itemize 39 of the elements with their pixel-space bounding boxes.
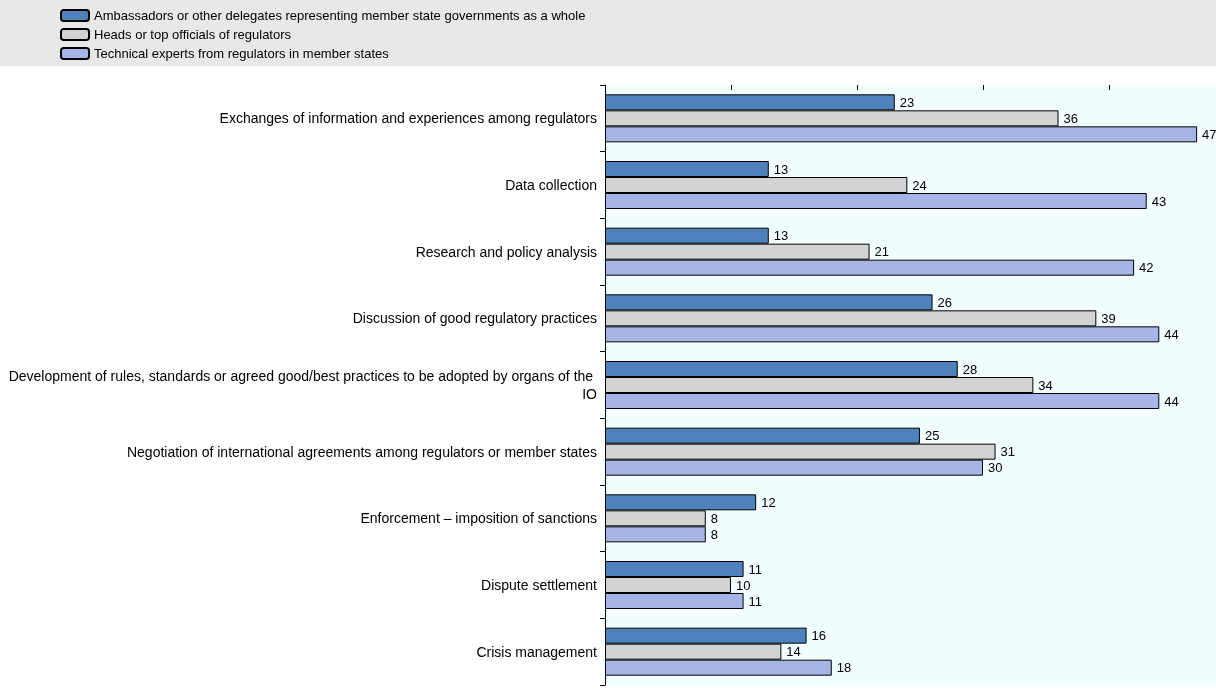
data-label: 42 bbox=[1139, 260, 1154, 276]
data-label: 12 bbox=[761, 494, 776, 510]
y-tick-label: Dispute settlement bbox=[481, 577, 598, 593]
y-tick-label: Enforcement – imposition of sanctions bbox=[360, 510, 597, 527]
data-label: 47 bbox=[1202, 126, 1216, 142]
data-label: 13 bbox=[773, 228, 789, 244]
legend-label: Ambassadors or other delegates representing member state governments as a whole bbox=[94, 8, 586, 23]
data-label: 24 bbox=[912, 177, 927, 193]
legend-label: Technical experts from regulators in member states bbox=[94, 46, 390, 61]
data-label: 13 bbox=[773, 161, 789, 177]
y-tick-label: Research and policy analysis bbox=[415, 243, 597, 260]
data-label: 8 bbox=[710, 510, 719, 526]
data-label: 25 bbox=[924, 428, 940, 444]
data-label: 8 bbox=[710, 526, 719, 542]
data-label: 18 bbox=[836, 660, 852, 676]
data-label: 44 bbox=[1164, 326, 1179, 342]
y-tick-label: Exchanges of information and experiences among regulators bbox=[219, 110, 597, 127]
data-label: 36 bbox=[1063, 110, 1078, 126]
y-tick-label: Negotiation of international agreements among regulators or member states bbox=[126, 443, 597, 460]
y-tick-label: Crisis management bbox=[476, 643, 598, 660]
data-label: 44 bbox=[1164, 393, 1179, 409]
data-label: 31 bbox=[1000, 444, 1015, 460]
y-tick-label: Development of rules, standards or agreed good/best practices to be adopted by organs of the IO bbox=[8, 368, 598, 402]
data-label: 39 bbox=[1101, 310, 1116, 326]
data-label: 14 bbox=[786, 644, 801, 660]
data-label: 16 bbox=[811, 628, 827, 644]
data-label: 11 bbox=[748, 561, 763, 577]
data-label: 10 bbox=[735, 577, 751, 593]
data-label: 23 bbox=[899, 94, 915, 110]
data-label: 26 bbox=[937, 294, 953, 310]
y-tick-label: Discussion of good regulatory practices bbox=[352, 310, 597, 327]
legend-label: Heads or top officials of regulators bbox=[94, 27, 292, 42]
data-label: 43 bbox=[1151, 193, 1167, 209]
data-label: 30 bbox=[987, 460, 1003, 476]
data-label: 11 bbox=[748, 593, 763, 609]
data-label: 34 bbox=[1038, 377, 1053, 393]
y-tick-label: Data collection bbox=[505, 177, 597, 193]
data-label: 21 bbox=[874, 244, 890, 260]
data-label: 28 bbox=[962, 361, 978, 377]
